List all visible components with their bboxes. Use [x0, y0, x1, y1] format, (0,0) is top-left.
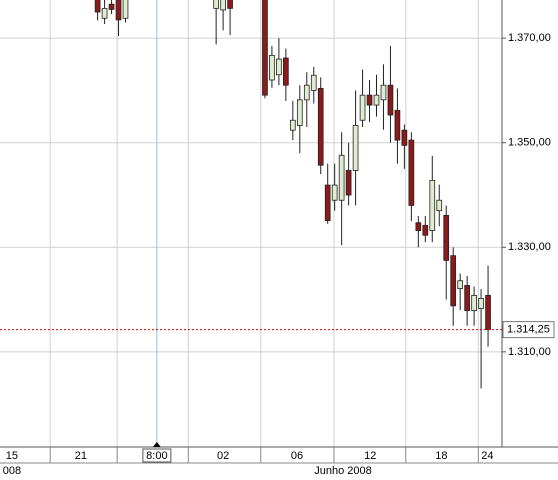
candle-body: [345, 170, 352, 196]
last-price-box: [502, 321, 555, 339]
candle-body: [227, 0, 233, 9]
crosshair-marker: [152, 442, 161, 447]
candle-body: [122, 0, 129, 19]
candle-body: [331, 184, 338, 201]
candle-body: [220, 0, 226, 11]
candle-body: [115, 0, 122, 21]
last-price-label: 1.314,25: [507, 324, 550, 336]
x-tick-label: 24: [481, 450, 493, 462]
y-tick-label: 1.370,00: [508, 32, 551, 44]
y-tick-label: 1.310,00: [508, 346, 551, 358]
candle-body: [94, 0, 101, 13]
candle-body: [101, 7, 108, 19]
candle-body: [289, 119, 296, 131]
candle-body: [450, 255, 457, 307]
candle-body: [366, 94, 373, 106]
candle-body: [429, 179, 436, 231]
candle-body: [394, 109, 401, 141]
period-label: 008: [3, 465, 21, 477]
period-label: Junho 2008: [314, 465, 372, 477]
candle-body: [373, 94, 380, 106]
candle-body: [352, 125, 359, 171]
candle-body: [310, 74, 317, 91]
candle-body: [464, 285, 470, 311]
y-tick-label: 1.330,00: [508, 241, 551, 253]
candle-body: [401, 129, 408, 146]
x-tick-label: 02: [217, 450, 229, 462]
candle-body: [387, 84, 394, 116]
x-tick-label: 06: [291, 450, 303, 462]
candle-body: [276, 58, 282, 76]
candle-body: [262, 0, 268, 96]
candle-body: [338, 154, 345, 201]
candle-body: [380, 84, 387, 101]
candle-body: [324, 184, 331, 222]
candle-body: [408, 139, 415, 206]
candle-body: [471, 294, 477, 311]
candle-body: [359, 94, 366, 121]
plot-area: [0, 0, 502, 389]
y-tick-label: 1.350,00: [508, 137, 551, 149]
candle-body: [213, 0, 219, 9]
candle-body: [415, 222, 422, 231]
x-tick-label: 18: [435, 450, 447, 462]
candle-body: [485, 294, 491, 331]
candle-body: [317, 87, 324, 166]
candle-body: [303, 84, 310, 101]
candle-body: [478, 298, 484, 309]
candle-body: [296, 99, 303, 126]
candle-body: [457, 280, 464, 289]
x-tick-label: 21: [75, 450, 87, 462]
candle-body: [283, 57, 289, 86]
grid: [0, 0, 502, 447]
x-tick-label: 15: [6, 450, 18, 462]
crosshair-label: 8:00: [146, 450, 167, 462]
axes: 1.370,00 1.350,00 1.330,00 1.310,00 15 21 02 06…: [3, 32, 555, 477]
candle-body: [436, 199, 443, 212]
candle-body: [443, 214, 450, 261]
crosshair-label-box: [142, 448, 172, 463]
x-tick-label: 12: [364, 450, 376, 462]
candle-body: [108, 3, 115, 10]
candle-body: [269, 55, 275, 81]
candle-body: [422, 224, 429, 236]
